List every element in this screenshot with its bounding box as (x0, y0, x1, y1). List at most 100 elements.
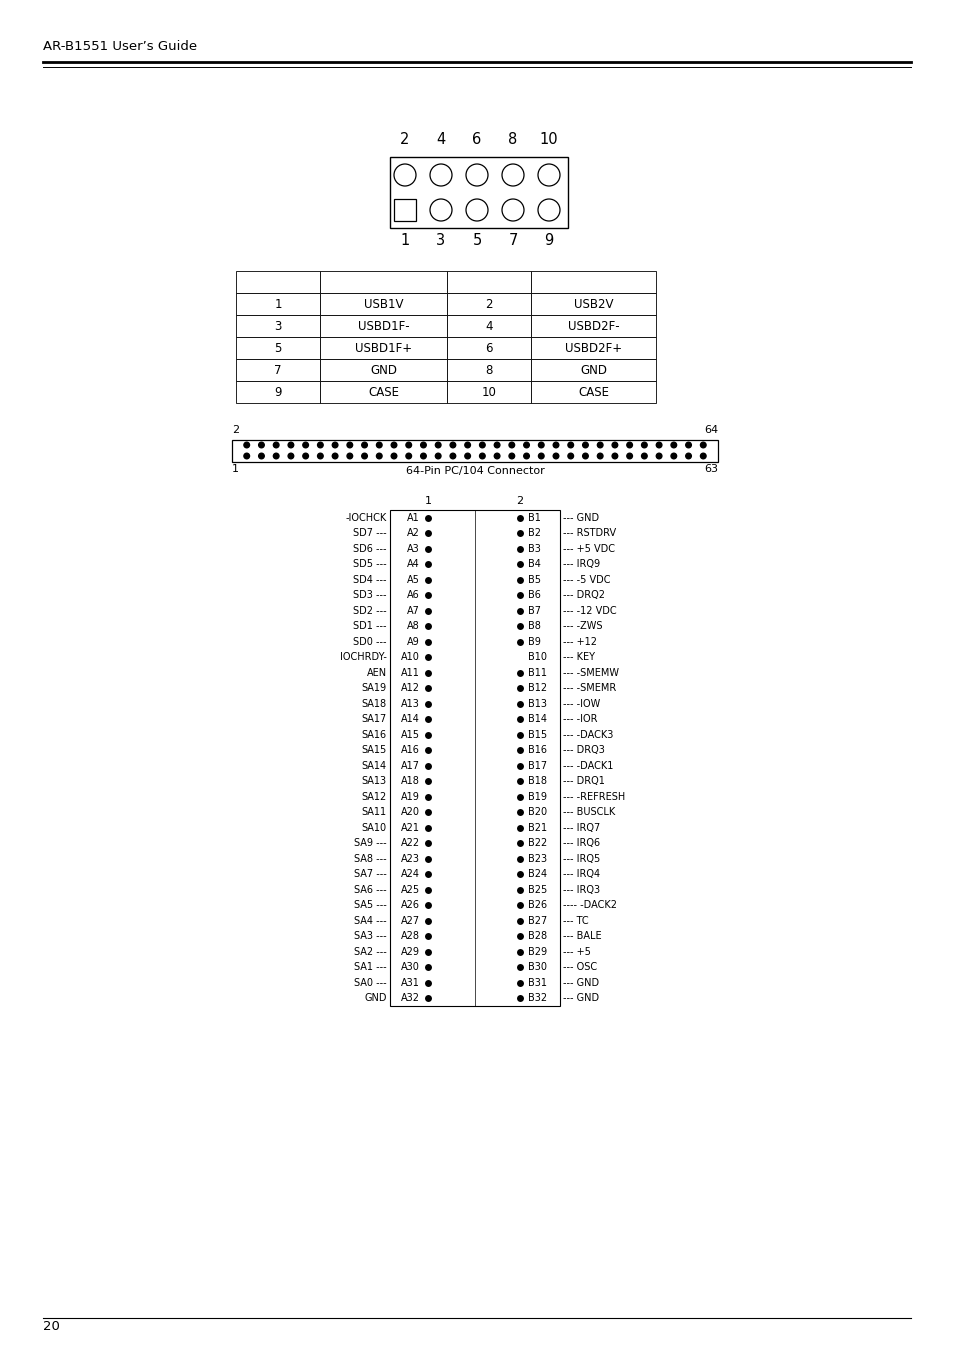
Text: A17: A17 (400, 761, 419, 771)
Text: 9: 9 (544, 232, 553, 249)
Text: GND: GND (579, 363, 606, 377)
Text: --- BALE: --- BALE (562, 931, 601, 942)
Circle shape (302, 453, 308, 459)
Circle shape (376, 442, 381, 447)
Text: 64: 64 (703, 426, 718, 435)
Text: -IOCHCK: -IOCHCK (345, 513, 387, 523)
Text: B7: B7 (527, 605, 540, 616)
Text: --- IRQ7: --- IRQ7 (562, 823, 599, 832)
Text: 8: 8 (508, 132, 517, 147)
Text: A21: A21 (400, 823, 419, 832)
Bar (319, 293, 447, 315)
Text: A13: A13 (400, 698, 419, 709)
Circle shape (347, 442, 353, 447)
Text: 2: 2 (232, 426, 239, 435)
Text: AEN: AEN (367, 667, 387, 678)
Text: B25: B25 (527, 885, 547, 894)
Text: --- DRQ1: --- DRQ1 (562, 777, 604, 786)
Bar (390, 157, 567, 228)
Text: A16: A16 (400, 746, 419, 755)
Text: B18: B18 (527, 777, 546, 786)
Text: USB1V: USB1V (363, 297, 403, 311)
Bar (235, 336, 319, 359)
Circle shape (244, 442, 250, 447)
Circle shape (685, 442, 691, 447)
Text: --- KEY: --- KEY (562, 653, 595, 662)
Text: USBD2F-: USBD2F- (567, 319, 618, 332)
Text: USBD1F+: USBD1F+ (355, 342, 412, 354)
Circle shape (567, 453, 573, 459)
Circle shape (685, 453, 691, 459)
Text: B19: B19 (527, 792, 546, 801)
Circle shape (244, 453, 250, 459)
Text: ---- -DACK2: ---- -DACK2 (562, 900, 617, 911)
Text: --- -DACK3: --- -DACK3 (562, 730, 613, 740)
Bar (447, 272, 531, 293)
Text: B22: B22 (527, 838, 547, 848)
Circle shape (582, 453, 588, 459)
Circle shape (430, 163, 452, 186)
Circle shape (430, 199, 452, 222)
Text: SA3 ---: SA3 --- (354, 931, 387, 942)
Text: 5: 5 (472, 232, 481, 249)
Text: A2: A2 (407, 528, 419, 538)
Text: B17: B17 (527, 761, 547, 771)
Text: --- -REFRESH: --- -REFRESH (562, 792, 624, 801)
Text: 3: 3 (274, 319, 281, 332)
Text: SD7 ---: SD7 --- (353, 528, 387, 538)
Text: B6: B6 (527, 590, 540, 600)
Text: 4: 4 (436, 132, 445, 147)
Circle shape (523, 453, 529, 459)
Circle shape (537, 163, 559, 186)
Text: A8: A8 (407, 621, 419, 631)
Text: SA7 ---: SA7 --- (354, 869, 387, 880)
Text: --- +12: --- +12 (562, 636, 597, 647)
Text: --- RSTDRV: --- RSTDRV (562, 528, 616, 538)
Text: B10: B10 (527, 653, 546, 662)
Bar (531, 381, 656, 403)
Text: 63: 63 (703, 463, 718, 474)
Text: B16: B16 (527, 746, 546, 755)
Circle shape (612, 453, 617, 459)
Bar (235, 293, 319, 315)
Circle shape (317, 453, 323, 459)
Text: SA4 ---: SA4 --- (354, 916, 387, 925)
Text: 20: 20 (43, 1320, 60, 1332)
Circle shape (537, 199, 559, 222)
Circle shape (464, 442, 470, 447)
Circle shape (450, 453, 456, 459)
Circle shape (258, 453, 264, 459)
Text: B31: B31 (527, 978, 546, 988)
Text: B12: B12 (527, 684, 547, 693)
Circle shape (612, 442, 617, 447)
Text: B4: B4 (527, 559, 540, 569)
Circle shape (553, 453, 558, 459)
Text: A26: A26 (400, 900, 419, 911)
Bar (531, 336, 656, 359)
Bar (319, 381, 447, 403)
Circle shape (435, 453, 440, 459)
Text: SA8 ---: SA8 --- (354, 854, 387, 863)
Text: A22: A22 (400, 838, 419, 848)
Circle shape (406, 453, 411, 459)
Text: --- -12 VDC: --- -12 VDC (562, 605, 616, 616)
Text: A27: A27 (400, 916, 419, 925)
Circle shape (494, 453, 499, 459)
Circle shape (391, 442, 396, 447)
Text: B14: B14 (527, 715, 546, 724)
Bar (447, 293, 531, 315)
Text: B8: B8 (527, 621, 540, 631)
Bar (232, 440, 718, 462)
Circle shape (465, 199, 488, 222)
Bar (235, 359, 319, 381)
Bar (531, 315, 656, 336)
Text: --- GND: --- GND (562, 513, 598, 523)
Circle shape (332, 453, 337, 459)
Text: A12: A12 (400, 684, 419, 693)
Circle shape (509, 442, 514, 447)
Text: B23: B23 (527, 854, 547, 863)
Text: 7: 7 (508, 232, 517, 249)
Text: A4: A4 (407, 559, 419, 569)
Text: A11: A11 (400, 667, 419, 678)
Bar (319, 336, 447, 359)
